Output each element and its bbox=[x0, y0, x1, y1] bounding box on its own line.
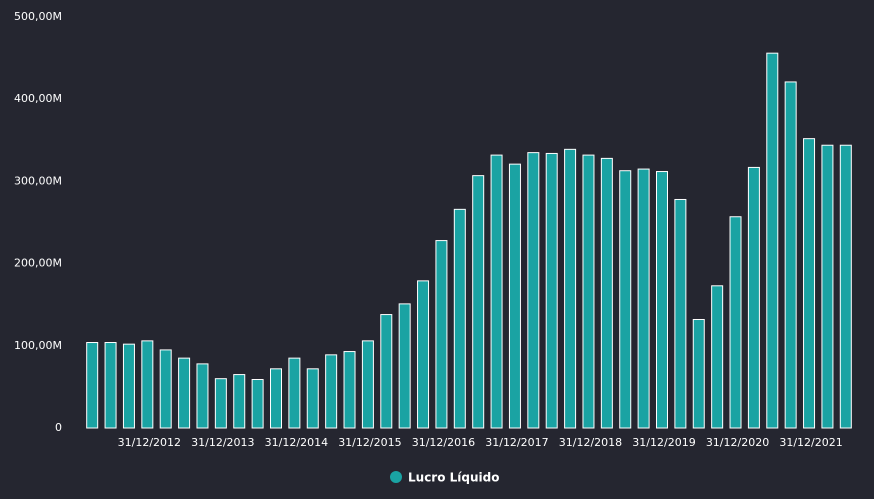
y-tick-label: 300,00M bbox=[14, 174, 62, 187]
bar bbox=[178, 357, 191, 429]
bar bbox=[674, 198, 687, 429]
bar bbox=[508, 163, 521, 429]
bar bbox=[233, 374, 246, 429]
bar bbox=[343, 351, 356, 429]
bar bbox=[711, 285, 724, 429]
y-tick-label: 500,00M bbox=[14, 10, 62, 23]
x-tick-label: 31/12/2019 bbox=[632, 436, 695, 449]
bar bbox=[325, 354, 338, 429]
x-tick-label: 31/12/2012 bbox=[118, 436, 181, 449]
x-tick-label: 31/12/2017 bbox=[485, 436, 548, 449]
x-tick-label: 31/12/2016 bbox=[412, 436, 475, 449]
x-tick-label: 31/12/2021 bbox=[779, 436, 842, 449]
bar bbox=[104, 342, 117, 429]
bar bbox=[380, 314, 393, 429]
x-tick-label: 31/12/2014 bbox=[265, 436, 328, 449]
x-tick-label: 31/12/2013 bbox=[191, 436, 254, 449]
bar bbox=[417, 280, 430, 429]
bar bbox=[784, 81, 797, 429]
bar bbox=[251, 379, 264, 429]
y-tick-label: 0 bbox=[55, 421, 62, 434]
bar bbox=[270, 368, 282, 429]
bar bbox=[564, 148, 577, 429]
y-tick-label: 400,00M bbox=[14, 92, 62, 105]
bar bbox=[453, 208, 466, 429]
bar bbox=[637, 168, 650, 429]
bar bbox=[582, 154, 595, 429]
bar bbox=[159, 349, 172, 429]
y-tick-label: 200,00M bbox=[14, 257, 62, 270]
bar bbox=[747, 166, 760, 429]
bar bbox=[490, 154, 503, 429]
bar bbox=[821, 144, 834, 429]
bar bbox=[361, 340, 374, 429]
bar bbox=[122, 343, 135, 429]
bar bbox=[288, 357, 301, 429]
bar bbox=[306, 368, 319, 429]
bar bbox=[141, 340, 154, 429]
bar bbox=[692, 318, 705, 429]
bar bbox=[472, 175, 485, 429]
bar bbox=[619, 170, 632, 429]
x-tick-label: 31/12/2015 bbox=[338, 436, 401, 449]
bar bbox=[600, 157, 613, 429]
bar bbox=[729, 216, 742, 429]
x-tick-label: 31/12/2018 bbox=[559, 436, 622, 449]
legend-label: Lucro Líquido bbox=[408, 471, 499, 485]
bar bbox=[398, 303, 411, 429]
bar bbox=[803, 138, 816, 429]
legend-marker bbox=[390, 471, 402, 483]
bar bbox=[766, 52, 779, 429]
bar bbox=[656, 171, 668, 429]
bar bbox=[435, 240, 448, 429]
bar bbox=[86, 342, 99, 429]
bar bbox=[196, 363, 209, 429]
bar bbox=[527, 152, 540, 429]
bar bbox=[839, 144, 852, 429]
x-tick-label: 31/12/2020 bbox=[706, 436, 769, 449]
bar bbox=[545, 152, 558, 429]
y-tick-label: 100,00M bbox=[14, 339, 62, 352]
bar bbox=[214, 378, 227, 429]
